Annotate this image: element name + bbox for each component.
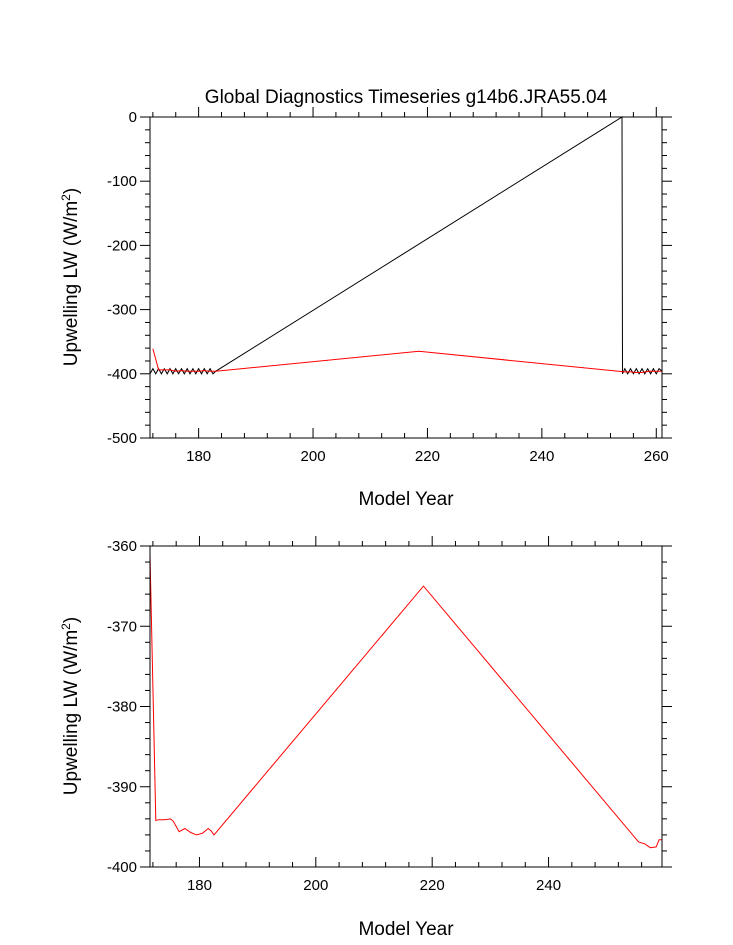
x-tick-label: 240 <box>529 448 554 465</box>
x-tick-label: 260 <box>644 448 669 465</box>
lower-series-group <box>149 553 662 849</box>
lower-axes: 180 200 220 240 -360 -370 -380 -390 -400 <box>107 536 672 894</box>
lower-y-axis-title: Upwelling LW (W/m2) <box>59 617 82 795</box>
y-tick-label: 0 <box>129 109 137 126</box>
y-tick-label: -400 <box>107 859 137 876</box>
upper-x-axis-title: Model Year <box>358 489 454 510</box>
chart-title: Global Diagnostics Timeseries g14b6.JRA5… <box>205 87 608 108</box>
series-line-black <box>149 116 663 375</box>
upper-axes: 180 200 220 240 260 0 -100 -200 -300 -400 -500 <box>107 107 672 465</box>
y-tick-label: -500 <box>107 430 137 447</box>
y-tick-label: -370 <box>107 618 137 635</box>
upper-plot-panel: Global Diagnostics Timeseries g14b6.JRA5… <box>59 87 672 510</box>
series-line-red <box>149 553 662 849</box>
y-tick-label: -390 <box>107 779 137 796</box>
x-tick-label: 200 <box>303 877 328 894</box>
x-tick-label: 180 <box>186 448 211 465</box>
y-tick-label: -100 <box>107 173 137 190</box>
upper-y-axis-title: Upwelling LW (W/m2) <box>59 188 82 366</box>
lower-x-axis-title: Model Year <box>358 919 454 940</box>
y-tick-label: -380 <box>107 699 137 716</box>
upper-plot-frame <box>149 116 663 439</box>
y-tick-label: -360 <box>107 538 137 555</box>
lower-plot-panel: 180 200 220 240 -360 -370 -380 -390 -400 Model Y… <box>59 536 672 940</box>
lower-plot-frame <box>149 545 663 868</box>
y-tick-label: -300 <box>107 302 137 319</box>
x-tick-label: 240 <box>536 877 561 894</box>
x-tick-label: 180 <box>187 877 212 894</box>
series-line-red <box>152 348 662 373</box>
upper-series-group <box>149 116 663 375</box>
y-tick-label: -400 <box>107 366 137 383</box>
y-tick-label: -200 <box>107 237 137 254</box>
x-tick-label: 220 <box>415 448 440 465</box>
x-tick-label: 200 <box>301 448 326 465</box>
x-tick-label: 220 <box>420 877 445 894</box>
